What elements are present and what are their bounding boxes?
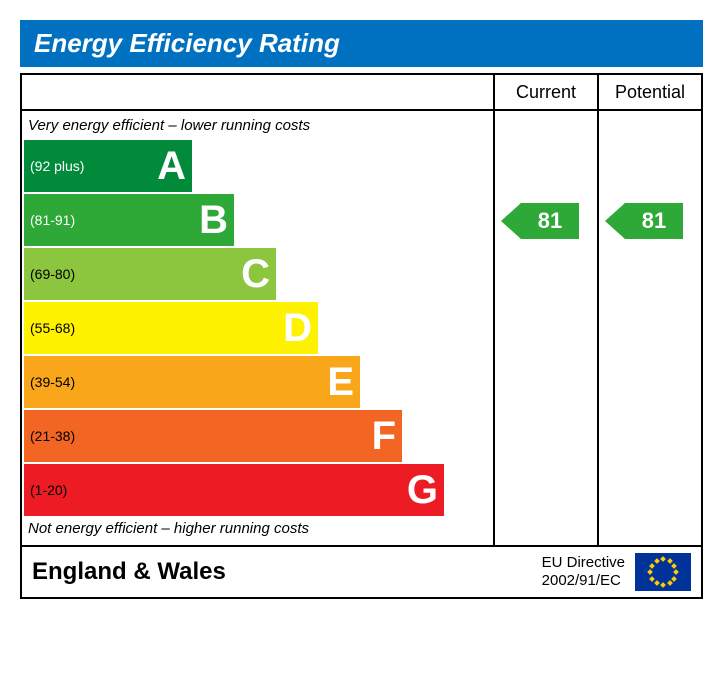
band-g: (1-20) G xyxy=(24,464,444,516)
eu-star-icon xyxy=(671,563,677,569)
arrow-value: 81 xyxy=(521,203,579,239)
band-range: (39-54) xyxy=(24,374,75,390)
epc-chart: Energy Efficiency Rating Current Potenti… xyxy=(20,20,703,599)
title-bar: Energy Efficiency Rating xyxy=(20,20,703,67)
header-spacer xyxy=(22,75,493,109)
footer-row: England & Wales EU Directive 2002/91/EC xyxy=(22,545,701,597)
band-range: (69-80) xyxy=(24,266,75,282)
band-f: (21-38) F xyxy=(24,410,402,462)
eu-star-icon xyxy=(671,576,677,582)
caption-top: Very energy efficient – lower running co… xyxy=(22,115,493,138)
eu-star-icon xyxy=(667,558,673,564)
header-row: Current Potential xyxy=(22,75,701,111)
eu-star-icon xyxy=(673,569,679,575)
footer-directive: EU Directive 2002/91/EC xyxy=(542,554,625,590)
eu-flag-icon xyxy=(635,553,691,591)
eu-star-icon xyxy=(654,558,660,564)
current-column: 81 xyxy=(493,111,597,545)
band-range: (92 plus) xyxy=(24,158,84,174)
eu-star-icon xyxy=(654,580,660,586)
eu-star-icon xyxy=(649,576,655,582)
bands-column: Very energy efficient – lower running co… xyxy=(22,111,493,545)
eu-star-icon xyxy=(660,582,666,588)
eu-star-icon xyxy=(649,563,655,569)
band-letter: A xyxy=(157,144,186,189)
eu-star-icon xyxy=(667,580,673,586)
band-e: (39-54) E xyxy=(24,356,360,408)
band-range: (81-91) xyxy=(24,212,75,228)
band-letter: B xyxy=(199,198,228,243)
band-letter: E xyxy=(327,360,354,405)
band-letter: G xyxy=(407,468,438,513)
band-d: (55-68) D xyxy=(24,302,318,354)
band-letter: D xyxy=(283,306,312,351)
band-c: (69-80) C xyxy=(24,248,276,300)
band-letter: F xyxy=(372,414,396,459)
eu-star-icon xyxy=(660,556,666,562)
potential-column: 81 xyxy=(597,111,701,545)
arrow-head-icon xyxy=(501,203,521,239)
chart-body: Current Potential Very energy efficient … xyxy=(20,73,703,599)
chart-title: Energy Efficiency Rating xyxy=(34,28,340,58)
eu-star-icon xyxy=(647,569,653,575)
arrow-head-icon xyxy=(605,203,625,239)
current-rating-arrow: 81 xyxy=(501,203,579,239)
band-b: (81-91) B xyxy=(24,194,234,246)
band-range: (21-38) xyxy=(24,428,75,444)
arrow-value: 81 xyxy=(625,203,683,239)
potential-rating-arrow: 81 xyxy=(605,203,683,239)
directive-ref: 2002/91/EC xyxy=(542,572,621,589)
header-potential: Potential xyxy=(597,75,701,109)
header-current: Current xyxy=(493,75,597,109)
caption-bottom: Not energy efficient – higher running co… xyxy=(22,518,493,541)
bands-host: (92 plus) A (81-91) B (69-80) C (55-68) D (39-54… xyxy=(22,140,493,516)
band-letter: C xyxy=(241,252,270,297)
directive-label: EU Directive xyxy=(542,554,625,571)
band-a: (92 plus) A xyxy=(24,140,192,192)
band-range: (1-20) xyxy=(24,482,67,498)
band-range: (55-68) xyxy=(24,320,75,336)
footer-region: England & Wales xyxy=(32,558,542,586)
body-row: Very energy efficient – lower running co… xyxy=(22,111,701,545)
